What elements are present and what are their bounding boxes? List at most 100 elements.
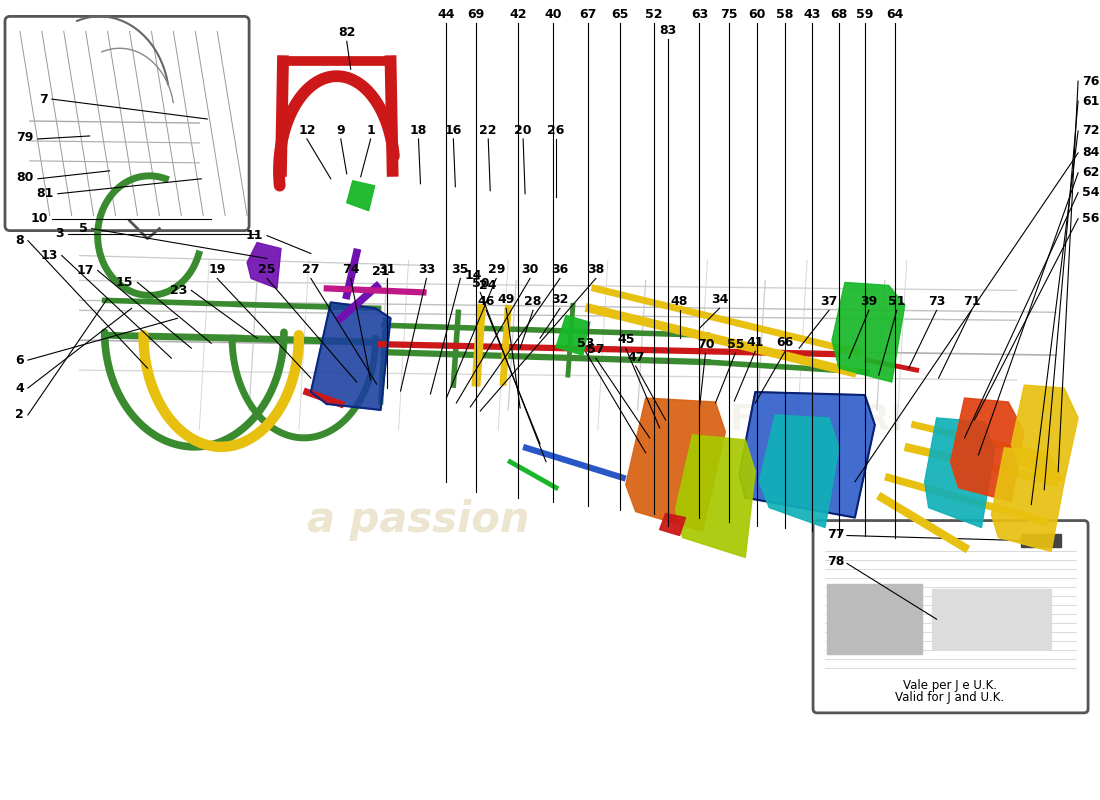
Text: 42: 42 — [509, 8, 527, 22]
FancyBboxPatch shape — [6, 16, 249, 230]
Text: 41: 41 — [747, 336, 764, 349]
Polygon shape — [346, 181, 375, 210]
Text: 46: 46 — [477, 295, 495, 308]
Text: 27: 27 — [302, 263, 320, 277]
Text: 26: 26 — [548, 124, 564, 137]
Text: 54: 54 — [1082, 186, 1100, 199]
Text: 57: 57 — [587, 343, 605, 356]
Text: 71: 71 — [962, 295, 980, 308]
Text: 25: 25 — [258, 263, 276, 277]
Text: 59: 59 — [856, 8, 873, 22]
Text: 12: 12 — [298, 124, 316, 137]
Text: 68: 68 — [830, 8, 848, 22]
Text: 77: 77 — [827, 527, 845, 541]
Text: 49: 49 — [497, 294, 515, 306]
Text: 33: 33 — [418, 263, 436, 277]
Text: 40: 40 — [544, 8, 562, 22]
Text: 10: 10 — [31, 212, 47, 225]
Text: 16: 16 — [444, 124, 462, 137]
Polygon shape — [759, 415, 839, 527]
Text: 38: 38 — [587, 263, 605, 277]
Text: 21: 21 — [372, 266, 389, 278]
Text: 56: 56 — [1082, 212, 1100, 225]
Polygon shape — [675, 435, 756, 558]
Polygon shape — [626, 398, 725, 531]
Text: 37: 37 — [821, 295, 838, 308]
Text: 55: 55 — [727, 338, 744, 351]
Polygon shape — [660, 514, 685, 535]
Text: a passion: a passion — [307, 498, 530, 541]
Text: 15: 15 — [116, 276, 133, 289]
Polygon shape — [311, 302, 390, 410]
Text: 64: 64 — [887, 8, 903, 22]
Text: 62: 62 — [1082, 166, 1100, 179]
Text: 76: 76 — [1082, 74, 1100, 88]
Text: 11: 11 — [245, 229, 263, 242]
Text: 19: 19 — [209, 263, 226, 277]
Text: 20: 20 — [515, 124, 532, 137]
Text: 7: 7 — [40, 93, 47, 106]
Text: 67: 67 — [580, 8, 596, 22]
Text: 5: 5 — [79, 222, 88, 235]
Text: 13: 13 — [41, 249, 58, 262]
Text: 53: 53 — [578, 337, 595, 350]
Text: 2: 2 — [15, 409, 24, 422]
Text: 28: 28 — [525, 295, 542, 308]
Text: 6: 6 — [15, 354, 24, 366]
Text: 34: 34 — [711, 294, 728, 306]
Text: 65: 65 — [612, 8, 628, 22]
Text: 79: 79 — [15, 131, 33, 144]
Text: Valid for J and U.K.: Valid for J and U.K. — [895, 691, 1004, 704]
Text: 18: 18 — [410, 124, 427, 137]
Text: 83: 83 — [659, 24, 676, 38]
Text: 50: 50 — [472, 278, 490, 290]
Text: 45: 45 — [617, 333, 635, 346]
Text: 36: 36 — [551, 263, 569, 277]
Text: Vale per J e U.K.: Vale per J e U.K. — [903, 679, 997, 692]
Text: 44: 44 — [438, 8, 455, 22]
Text: 70: 70 — [696, 338, 714, 351]
Text: 30: 30 — [521, 263, 539, 277]
Text: 32: 32 — [551, 294, 569, 306]
Bar — [932, 590, 1052, 649]
Text: 48: 48 — [671, 295, 689, 308]
Text: 24: 24 — [480, 279, 497, 292]
Text: 39: 39 — [860, 295, 878, 308]
Polygon shape — [991, 448, 1064, 551]
Text: 61: 61 — [1082, 94, 1100, 107]
Text: 29: 29 — [487, 263, 505, 277]
Text: 8: 8 — [15, 234, 24, 247]
Text: 78: 78 — [827, 555, 845, 569]
Text: 35: 35 — [452, 263, 469, 277]
Text: 73: 73 — [928, 295, 945, 308]
Text: 60: 60 — [749, 8, 766, 22]
Text: 69: 69 — [468, 8, 485, 22]
FancyBboxPatch shape — [813, 521, 1088, 713]
Text: 31: 31 — [378, 263, 395, 277]
Text: 74: 74 — [342, 263, 360, 277]
Polygon shape — [1011, 385, 1078, 482]
Polygon shape — [950, 398, 1024, 502]
Text: 66: 66 — [777, 336, 794, 349]
Text: 3: 3 — [55, 227, 64, 240]
Text: 80: 80 — [15, 170, 33, 184]
Bar — [1021, 534, 1062, 547]
Text: FERRARI: FERRARI — [729, 403, 904, 437]
Polygon shape — [739, 392, 874, 518]
Text: 75: 75 — [720, 8, 738, 22]
Polygon shape — [925, 418, 994, 527]
Text: 63: 63 — [691, 8, 708, 22]
Text: 23: 23 — [169, 284, 187, 297]
Text: 1: 1 — [366, 124, 375, 137]
Text: 17: 17 — [76, 264, 94, 277]
Polygon shape — [832, 282, 904, 382]
Text: 14: 14 — [464, 270, 482, 282]
Text: 51: 51 — [888, 295, 905, 308]
Text: 82: 82 — [338, 26, 355, 39]
Text: 43: 43 — [803, 8, 821, 22]
Text: 9: 9 — [337, 124, 345, 137]
Text: 22: 22 — [480, 124, 497, 137]
Text: 4: 4 — [15, 382, 24, 394]
Text: 84: 84 — [1082, 146, 1100, 159]
Bar — [827, 584, 922, 654]
